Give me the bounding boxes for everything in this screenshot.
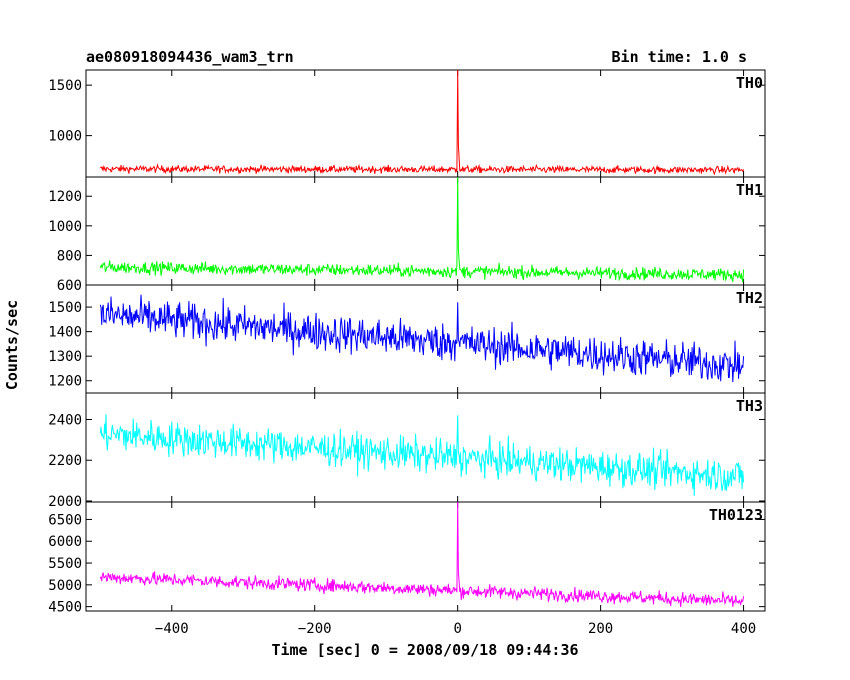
panel-th1: 600 800 1000 1200 TH1 xyxy=(48,176,766,294)
series-name-label: TH2 xyxy=(736,289,763,307)
series-name-label: TH0 xyxy=(736,74,763,92)
panel-frame xyxy=(85,176,766,286)
panel-th0123: 4500 5000 5500 6000 6500 TH0123 xyxy=(48,501,766,616)
y-tick-label: 600 xyxy=(57,278,82,294)
panel-th0: 1000 1500 TH0 xyxy=(48,69,766,178)
y-tick-label: 5500 xyxy=(48,556,82,572)
y-tick-label: 800 xyxy=(57,248,82,264)
chart-title: ae080918094436_wam3_trn xyxy=(86,48,294,66)
y-tick-label: 1300 xyxy=(48,349,82,365)
series-line-th1 xyxy=(99,176,745,283)
series-name-label: TH3 xyxy=(736,397,763,415)
series-line-th3 xyxy=(99,414,745,496)
x-tick-label: 400 xyxy=(731,621,756,637)
y-tick-label: 1000 xyxy=(48,129,82,145)
y-axis-label: Counts/sec xyxy=(3,300,21,390)
y-tick-label: 2200 xyxy=(48,453,82,469)
bin-time-label: Bin time: 1.0 s xyxy=(612,48,747,66)
series-name-label: TH0123 xyxy=(709,506,763,524)
y-tick-label: 4500 xyxy=(48,600,82,616)
y-tick-label: 6500 xyxy=(48,512,82,528)
y-tick-label: 6000 xyxy=(48,534,82,550)
y-tick-label: 2000 xyxy=(48,494,82,510)
y-tick-label: 1500 xyxy=(48,300,82,316)
y-tick-label: 1000 xyxy=(48,219,82,235)
panel-frame xyxy=(85,501,766,612)
y-tick-label: 5000 xyxy=(48,578,82,594)
panel-th2: 1200 1300 1400 1500 TH2 xyxy=(48,284,766,394)
y-tick-label: 1400 xyxy=(48,325,82,341)
x-tick-label: 200 xyxy=(588,621,613,637)
y-tick-label: 2400 xyxy=(48,412,82,428)
panel-frame xyxy=(85,69,766,178)
x-tick-label: −400 xyxy=(155,621,189,637)
panel-frame xyxy=(85,284,766,394)
y-tick-label: 1200 xyxy=(48,374,82,390)
x-tick-label: 0 xyxy=(453,621,461,637)
x-axis-label: Time [sec] 0 = 2008/09/18 09:44:36 xyxy=(271,641,578,659)
y-tick-label: 1500 xyxy=(48,78,82,94)
series-line-th0123 xyxy=(99,501,745,607)
series-name-label: TH1 xyxy=(736,181,763,199)
series-line-th2 xyxy=(99,294,745,383)
series-line-th0 xyxy=(99,69,745,176)
x-tick-label: −200 xyxy=(298,621,332,637)
y-tick-label: 1200 xyxy=(48,189,82,205)
panel-th3: 2000 2200 2400 TH3 xyxy=(48,392,766,510)
panels-group: 1000 1500 TH0 600 800 1000 1200 TH1 1200 1300 1400… xyxy=(48,69,766,637)
